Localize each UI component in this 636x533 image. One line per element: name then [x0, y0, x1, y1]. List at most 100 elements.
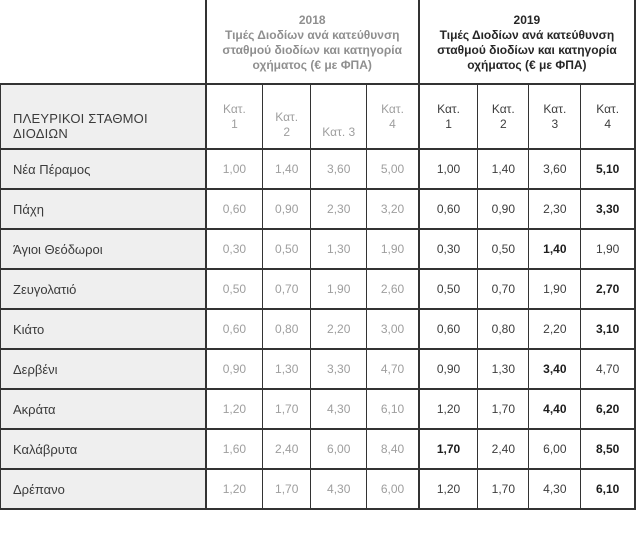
table-row: Πάχη 0,60 0,90 2,30 3,20 0,60 0,90 2,30 … [0, 188, 636, 230]
table-row: Ζευγολατιό 0,50 0,70 1,90 2,60 0,50 0,70… [0, 268, 636, 310]
price-2019-cat2: 1,40 [477, 148, 530, 190]
price-2019-cat2: 0,80 [477, 308, 530, 350]
price-2018-cat2: 2,40 [262, 428, 312, 470]
price-2019-cat2: 1,70 [477, 468, 530, 510]
year-2018-subtitle: Τιμές Διοδίων ανά κατεύθυνση σταθμού διο… [222, 27, 403, 72]
price-2018-cat4: 3,00 [366, 308, 420, 350]
price-2018-cat3: 2,20 [310, 308, 368, 350]
price-2019-cat3: 2,30 [528, 188, 582, 230]
stations-column-header: ΠΛΕΥΡΙΚΟΙ ΣΤΑΘΜΟΙ ΔΙΟΔΙΩΝ [0, 83, 207, 150]
station-name: Νέα Πέραμος [0, 148, 207, 190]
table-row: Νέα Πέραμος 1,00 1,40 3,60 5,00 1,00 1,4… [0, 148, 636, 190]
price-2018-cat1: 1,00 [205, 148, 264, 190]
table-row: Δερβένι 0,90 1,30 3,30 4,70 0,90 1,30 3,… [0, 348, 636, 390]
category-header-2018-3: Κατ. 3 [310, 83, 368, 150]
price-2019-cat2: 0,70 [477, 268, 530, 310]
price-2018-cat4: 5,00 [366, 148, 420, 190]
price-2018-cat1: 1,20 [205, 468, 264, 510]
price-2019-cat4: 3,30 [580, 188, 636, 230]
price-2018-cat2: 0,90 [262, 188, 312, 230]
price-2018-cat3: 2,30 [310, 188, 368, 230]
table-row: Κιάτο 0,60 0,80 2,20 3,00 0,60 0,80 2,20… [0, 308, 636, 350]
category-header-2018-2: Κατ. 2 [262, 83, 312, 150]
toll-prices-table: 2018 Τιμές Διοδίων ανά κατεύθυνση σταθμο… [0, 0, 636, 510]
price-2019-cat4: 3,10 [580, 308, 636, 350]
price-2019-cat1: 1,70 [417, 428, 479, 470]
category-header-2018-1: Κατ. 1 [205, 83, 264, 150]
price-2019-cat1: 0,50 [417, 268, 479, 310]
price-2019-cat3: 6,00 [528, 428, 582, 470]
station-name: Πάχη [0, 188, 207, 230]
price-2019-cat2: 0,50 [477, 228, 530, 270]
price-2019-cat1: 0,60 [417, 308, 479, 350]
price-2018-cat2: 1,70 [262, 388, 312, 430]
price-2019-cat4: 8,50 [580, 428, 636, 470]
category-header-2019-4: Κατ. 4 [580, 83, 636, 150]
price-2019-cat2: 0,90 [477, 188, 530, 230]
price-2018-cat2: 1,40 [262, 148, 312, 190]
price-2019-cat1: 0,90 [417, 348, 479, 390]
price-2018-cat1: 0,60 [205, 308, 264, 350]
price-2018-cat4: 6,10 [366, 388, 420, 430]
price-2018-cat4: 2,60 [366, 268, 420, 310]
price-2019-cat2: 1,70 [477, 388, 530, 430]
price-2018-cat4: 3,20 [366, 188, 420, 230]
price-2019-cat3: 4,40 [528, 388, 582, 430]
price-2018-cat1: 0,50 [205, 268, 264, 310]
table-body: Νέα Πέραμος 1,00 1,40 3,60 5,00 1,00 1,4… [0, 148, 636, 510]
price-2018-cat3: 1,30 [310, 228, 368, 270]
price-2019-cat3: 4,30 [528, 468, 582, 510]
station-name: Δρέπανο [0, 468, 207, 510]
price-2019-cat1: 0,60 [417, 188, 479, 230]
price-2018-cat2: 1,30 [262, 348, 312, 390]
category-header-2019-3: Κατ. 3 [528, 83, 582, 150]
price-2018-cat1: 1,20 [205, 388, 264, 430]
price-2019-cat3: 1,40 [528, 228, 582, 270]
year-2018-header: 2018 Τιμές Διοδίων ανά κατεύθυνση σταθμο… [205, 0, 420, 85]
year-2019-subtitle: Τιμές Διοδίων ανά κατεύθυνση σταθμού διο… [437, 27, 617, 72]
price-2019-cat3: 3,40 [528, 348, 582, 390]
price-2018-cat1: 1,60 [205, 428, 264, 470]
year-2019-label: 2019 [513, 12, 541, 27]
price-2018-cat2: 0,70 [262, 268, 312, 310]
price-2018-cat2: 1,70 [262, 468, 312, 510]
station-name: Ζευγολατιό [0, 268, 207, 310]
price-2019-cat1: 1,20 [417, 388, 479, 430]
year-header-row: 2018 Τιμές Διοδίων ανά κατεύθυνση σταθμο… [0, 0, 636, 85]
price-2019-cat1: 1,20 [417, 468, 479, 510]
price-2018-cat2: 0,80 [262, 308, 312, 350]
price-2019-cat2: 2,40 [477, 428, 530, 470]
price-2018-cat3: 3,30 [310, 348, 368, 390]
price-2018-cat3: 4,30 [310, 468, 368, 510]
price-2018-cat4: 4,70 [366, 348, 420, 390]
price-2018-cat1: 0,30 [205, 228, 264, 270]
price-2018-cat1: 0,60 [205, 188, 264, 230]
year-2019-header: 2019 Τιμές Διοδίων ανά κατεύθυνση σταθμο… [417, 0, 636, 85]
price-2018-cat3: 6,00 [310, 428, 368, 470]
price-2019-cat1: 1,00 [417, 148, 479, 190]
price-2018-cat3: 1,90 [310, 268, 368, 310]
price-2019-cat3: 1,90 [528, 268, 582, 310]
price-2018-cat4: 8,40 [366, 428, 420, 470]
year-2018-label: 2018 [298, 12, 326, 27]
category-header-2019-1: Κατ. 1 [417, 83, 479, 150]
table-row: Δρέπανο 1,20 1,70 4,30 6,00 1,20 1,70 4,… [0, 468, 636, 510]
table-row: Καλάβρυτα 1,60 2,40 6,00 8,40 1,70 2,40 … [0, 428, 636, 470]
price-2019-cat2: 1,30 [477, 348, 530, 390]
station-name: Κιάτο [0, 308, 207, 350]
price-2018-cat4: 1,90 [366, 228, 420, 270]
price-2019-cat4: 2,70 [580, 268, 636, 310]
station-name: Δερβένι [0, 348, 207, 390]
category-header-2018-4: Κατ. 4 [366, 83, 420, 150]
station-name: Άγιοι Θεόδωροι [0, 228, 207, 270]
station-name: Καλάβρυτα [0, 428, 207, 470]
price-2019-cat4: 4,70 [580, 348, 636, 390]
price-2018-cat3: 3,60 [310, 148, 368, 190]
price-2018-cat4: 6,00 [366, 468, 420, 510]
station-name: Ακράτα [0, 388, 207, 430]
price-2019-cat1: 0,30 [417, 228, 479, 270]
price-2019-cat4: 5,10 [580, 148, 636, 190]
price-2018-cat2: 0,50 [262, 228, 312, 270]
price-2018-cat3: 4,30 [310, 388, 368, 430]
corner-cell [0, 0, 207, 84]
